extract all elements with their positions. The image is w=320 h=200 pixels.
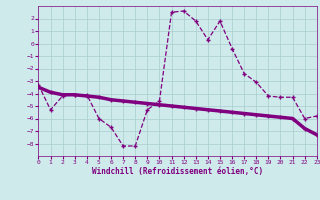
- X-axis label: Windchill (Refroidissement éolien,°C): Windchill (Refroidissement éolien,°C): [92, 167, 263, 176]
